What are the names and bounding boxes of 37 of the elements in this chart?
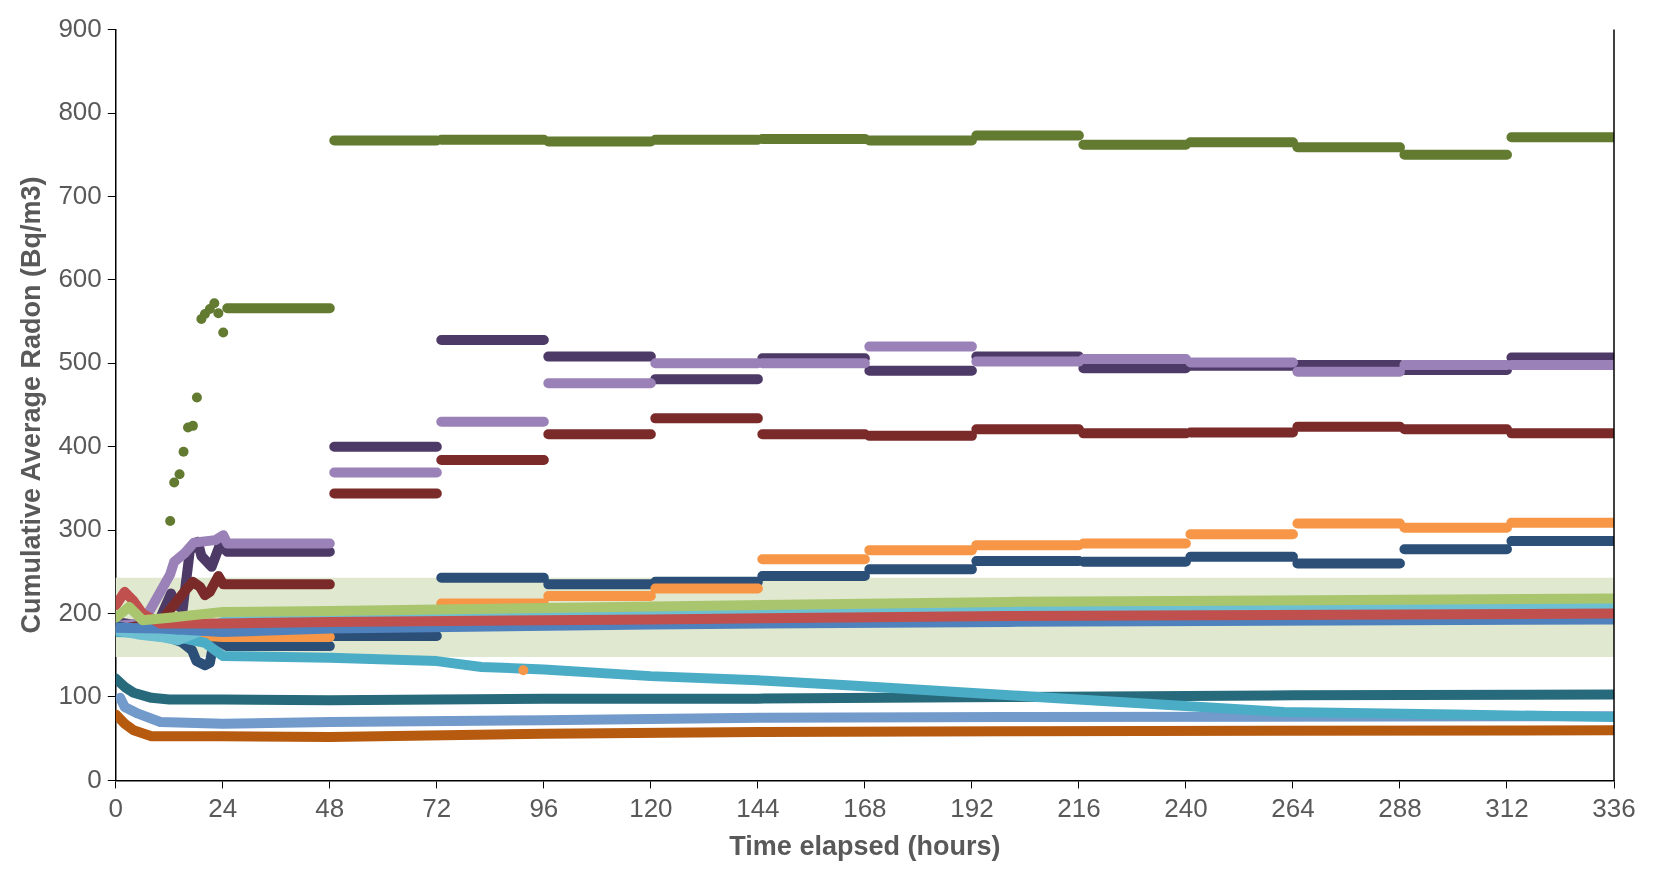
x-tick-label: 216 [1057, 793, 1101, 824]
point [178, 446, 189, 457]
x-tick-label: 264 [1271, 793, 1315, 824]
point [165, 515, 176, 526]
x-tick-label: 312 [1485, 793, 1529, 824]
y-tick-label: 100 [58, 680, 102, 711]
y-tick-label: 300 [58, 513, 102, 544]
point [191, 392, 202, 403]
y-tick-label: 800 [58, 96, 102, 127]
y-tick-label: 400 [58, 429, 102, 460]
point [174, 469, 185, 480]
point [187, 420, 198, 431]
x-tick-label: 144 [736, 793, 780, 824]
x-axis-title: Time elapsed (hours) [729, 831, 1001, 862]
y-tick-label: 700 [58, 179, 102, 210]
y-tick-label: 500 [58, 346, 102, 377]
x-tick-label: 72 [422, 793, 452, 824]
x-tick-label: 48 [315, 793, 345, 824]
x-tick-label: 240 [1164, 793, 1208, 824]
point [209, 298, 220, 309]
x-tick-label: 336 [1592, 793, 1636, 824]
y-tick-label: 200 [58, 596, 102, 627]
x-tick-label: 0 [108, 793, 124, 824]
y-tick-label: 600 [58, 263, 102, 294]
x-tick-label: 120 [629, 793, 673, 824]
y-axis-title: Cumulative Average Radon (Bq/m3) [15, 176, 46, 634]
y-tick-label: 0 [87, 763, 102, 794]
x-tick-label: 96 [529, 793, 559, 824]
x-tick-label: 168 [843, 793, 887, 824]
y-tick-label: 900 [58, 12, 102, 43]
point [218, 327, 229, 338]
x-tick-label: 192 [950, 793, 994, 824]
point [169, 477, 180, 488]
point [518, 665, 529, 676]
x-tick-label: 288 [1378, 793, 1422, 824]
point [213, 308, 224, 319]
x-tick-label: 24 [208, 793, 238, 824]
